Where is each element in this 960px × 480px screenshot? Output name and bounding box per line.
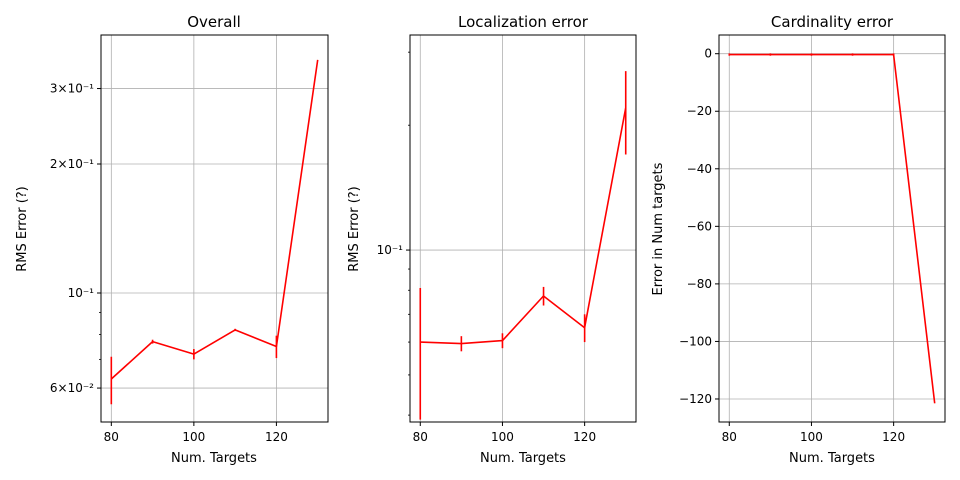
- p2-axes-frame: [718, 34, 946, 423]
- title-overall: Overall: [187, 13, 241, 31]
- xlabel-overall: Num. Targets: [171, 451, 257, 466]
- p1-ytick-label-0: 10⁻¹: [377, 243, 404, 257]
- p2-xtick-label-2: 120: [882, 430, 905, 444]
- p2-xtick-label-1: 100: [800, 430, 823, 444]
- p2-ytick-label-3: −60: [687, 219, 712, 233]
- p0-ytick-label-0: 6×10⁻²: [50, 381, 94, 395]
- p2-ytick-label-0: 0: [704, 47, 712, 61]
- p2-series-line: [729, 53, 936, 404]
- p1-xtick-label-1: 100: [491, 430, 514, 444]
- ylabel-overall: RMS Error (?): [15, 186, 30, 272]
- p2-ytick-label-6: −120: [679, 392, 712, 406]
- xlabel-localization: Num. Targets: [480, 451, 566, 466]
- p2-xtick-label-0: 80: [722, 430, 737, 444]
- p0-xtick-label-2: 120: [265, 430, 288, 444]
- p2-ytick-label-1: −20: [687, 104, 712, 118]
- ylabel-cardinality: Error in Num targets: [651, 162, 666, 295]
- xlabel-cardinality: Num. Targets: [789, 451, 875, 466]
- p2-ytick-label-2: −40: [687, 162, 712, 176]
- ylabel-localization: RMS Error (?): [347, 186, 362, 272]
- panel-cardinality: Cardinality error Num. Targets Error in …: [651, 13, 946, 466]
- p0-ytick-label-3: 3×10⁻¹: [50, 82, 94, 96]
- p0-ytick-label-1: 10⁻¹: [68, 286, 95, 300]
- p0-series-line: [110, 59, 319, 380]
- p0-ytick-label-2: 2×10⁻¹: [50, 157, 94, 171]
- p2-ytick-label-4: −80: [687, 277, 712, 291]
- p1-xtick-label-0: 80: [413, 430, 428, 444]
- p0-axes-frame: [100, 34, 329, 423]
- panel-localization: Localization error Num. Targets RMS Erro…: [347, 13, 637, 466]
- p1-series-line: [420, 107, 627, 345]
- p0-xtick-label-0: 80: [104, 430, 119, 444]
- title-cardinality: Cardinality error: [771, 13, 894, 31]
- title-localization: Localization error: [458, 13, 589, 31]
- panel-overall: Overall Num. Targets RMS Error (?) 80 100…: [15, 13, 329, 466]
- p1-xtick-label-2: 120: [573, 430, 596, 444]
- p2-ytick-label-5: −100: [679, 334, 712, 348]
- p0-xtick-label-1: 100: [182, 430, 205, 444]
- p1-axes-frame: [409, 34, 637, 423]
